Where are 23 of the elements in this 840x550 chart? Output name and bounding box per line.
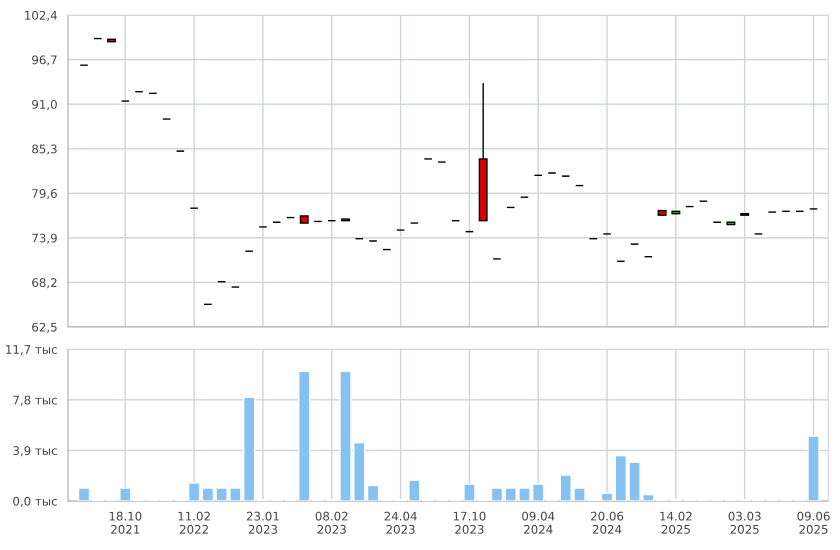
y-tick-label: 96,7 (32, 55, 57, 66)
y-tick-label: 85,3 (32, 144, 57, 155)
y-tick-label: 91,0 (32, 100, 57, 110)
y-tick-label: 0,0 тыс (13, 496, 57, 507)
y-tick-label: 3,9 тыс (13, 446, 57, 456)
x-tick-label: 09.06 2025 (797, 512, 830, 534)
x-tick-label: 14.02 2025 (660, 512, 692, 534)
x-tick-label: 20.06 2024 (591, 512, 624, 534)
y-tick-label: 62,5 (32, 322, 57, 333)
y-tick-label: 73,9 (32, 234, 57, 244)
y-tick-label: 79,6 (32, 189, 57, 200)
x-tick-label: 23.01 2023 (246, 512, 279, 534)
x-tick-label: 24.04 2023 (384, 512, 417, 534)
x-tick-label: 09.04 2024 (522, 512, 554, 534)
y-tick-label: 68,2 (32, 278, 56, 288)
y-tick-label: 102,4 (25, 10, 57, 21)
x-tick-label: 08.02 2023 (316, 512, 348, 534)
x-tick-label: 03.03 2025 (728, 512, 761, 534)
x-tick-label: 11.02 2022 (178, 512, 210, 534)
y-tick-label: 7,8 тыс (13, 396, 57, 406)
x-tick-label: 17.10 2023 (454, 512, 486, 534)
y-tick-label: 11,7 тыс (6, 345, 57, 356)
x-tick-label: 18.10 2021 (110, 512, 142, 534)
